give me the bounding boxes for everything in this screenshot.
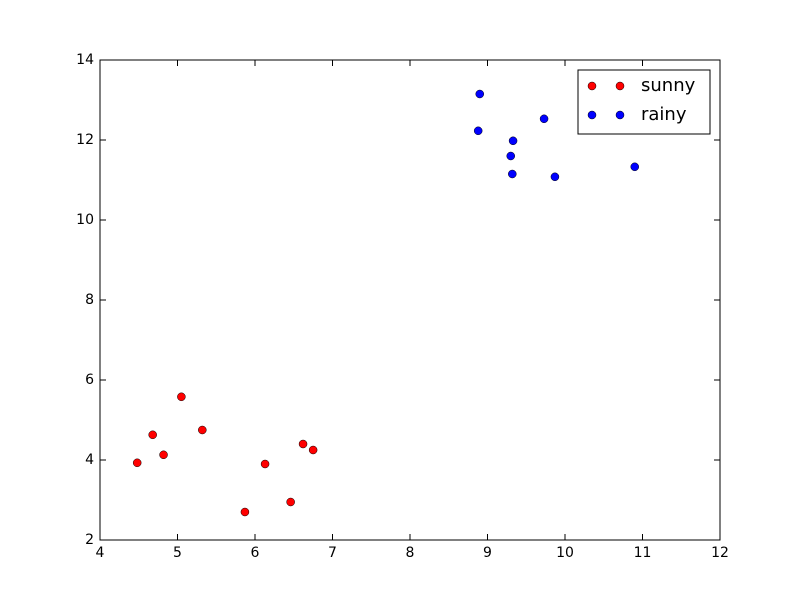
y-tick-label: 10 bbox=[76, 212, 94, 228]
y-tick-label: 8 bbox=[85, 292, 94, 308]
point bbox=[148, 430, 157, 440]
x-tick-label: 8 bbox=[406, 545, 415, 561]
legend-label: rainy bbox=[641, 104, 687, 125]
point bbox=[508, 136, 518, 146]
point bbox=[177, 392, 186, 402]
y-tick-label: 12 bbox=[76, 132, 94, 148]
point bbox=[550, 172, 560, 182]
point bbox=[240, 507, 250, 517]
y-tick-label: 14 bbox=[76, 52, 94, 68]
y-tick-label: 2 bbox=[85, 532, 94, 548]
legend-marker bbox=[587, 81, 597, 91]
point bbox=[260, 459, 270, 469]
x-tick-label: 6 bbox=[251, 545, 260, 561]
point bbox=[159, 450, 168, 460]
x-tick-label: 11 bbox=[634, 545, 652, 561]
point bbox=[475, 89, 484, 99]
legend bbox=[577, 69, 711, 135]
x-tick-label: 5 bbox=[173, 545, 182, 561]
x-tick-label: 7 bbox=[328, 545, 337, 561]
legend-label: sunny bbox=[641, 75, 696, 96]
point bbox=[132, 458, 142, 468]
legend-marker bbox=[615, 110, 625, 120]
y-tick-label: 6 bbox=[85, 372, 94, 388]
x-tick-label: 9 bbox=[483, 545, 492, 561]
point bbox=[539, 114, 549, 124]
point bbox=[630, 162, 639, 172]
plot-frame bbox=[99, 59, 721, 541]
point bbox=[198, 425, 207, 435]
x-tick-label: 10 bbox=[556, 545, 574, 561]
point bbox=[298, 439, 308, 449]
x-tick-label: 12 bbox=[711, 545, 729, 561]
point bbox=[506, 151, 515, 161]
point bbox=[286, 497, 295, 507]
legend-marker bbox=[587, 110, 597, 120]
legend-marker bbox=[615, 81, 625, 91]
point bbox=[508, 169, 517, 179]
y-tick-label: 4 bbox=[85, 452, 94, 468]
point bbox=[308, 445, 318, 455]
x-tick-label: 4 bbox=[96, 545, 105, 561]
point bbox=[473, 126, 483, 136]
